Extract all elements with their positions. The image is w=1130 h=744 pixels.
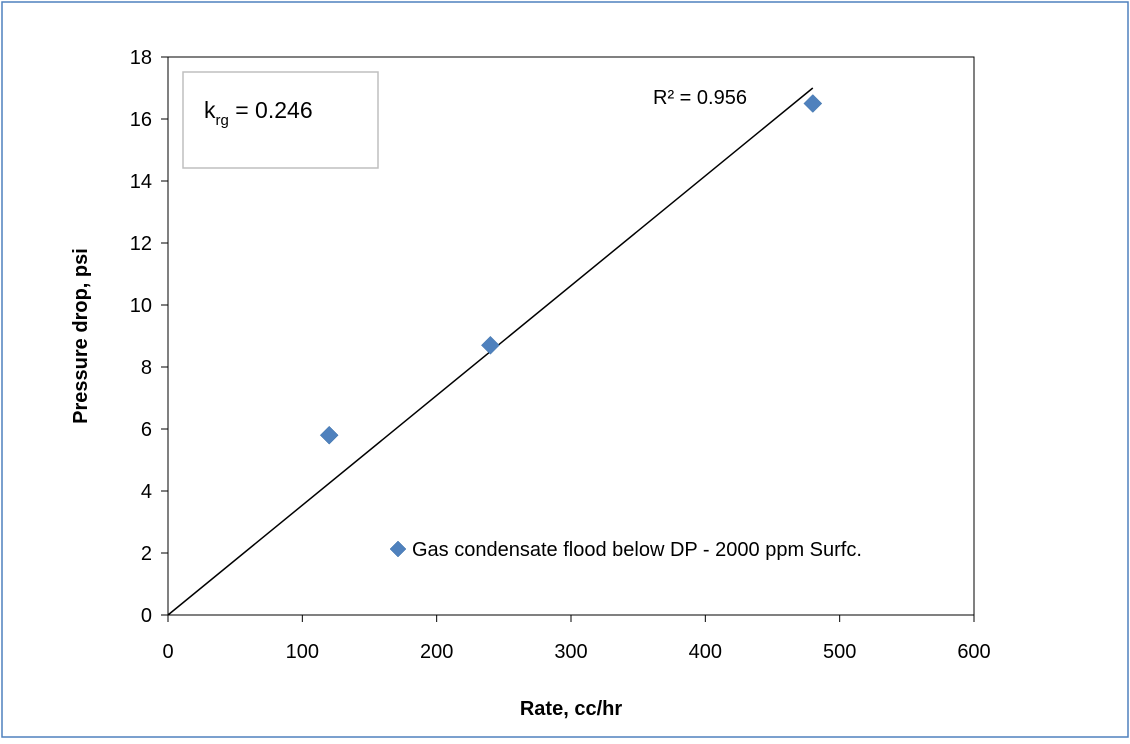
x-tick-label: 400 (689, 641, 722, 663)
data-point-diamond (803, 94, 823, 113)
r-squared-label: R² = 0.956 (653, 87, 747, 109)
x-axis-title: Rate, cc/hr (520, 698, 622, 720)
y-tick-label: 16 (130, 109, 152, 131)
x-axis-ticks: 0 100 200 300 400 500 600 (162, 615, 991, 663)
y-tick-label: 0 (141, 605, 152, 627)
y-tick-label: 2 (141, 543, 152, 565)
y-tick-label: 6 (141, 419, 152, 441)
annotation-symbol: k (204, 97, 216, 123)
x-tick-label: 300 (554, 641, 587, 663)
data-point-diamond (319, 425, 339, 445)
annotation-value: = 0.246 (229, 97, 313, 123)
y-tick-label: 8 (141, 357, 152, 379)
data-points (319, 94, 823, 445)
y-axis-title: Pressure drop, psi (70, 248, 92, 424)
annotation-text: krg = 0.246 (204, 97, 313, 129)
legend-marker-diamond (389, 540, 407, 558)
y-tick-label: 14 (130, 171, 152, 193)
y-tick-label: 10 (130, 295, 152, 317)
x-tick-label: 200 (420, 641, 453, 663)
annotation-box (182, 71, 379, 169)
x-tick-label: 500 (823, 641, 856, 663)
y-tick-label: 18 (130, 47, 152, 69)
legend: Gas condensate flood below DP - 2000 ppm… (389, 539, 862, 561)
data-point-diamond (481, 335, 500, 355)
y-axis-ticks: 0 2 4 6 8 10 12 14 16 18 (130, 47, 168, 627)
x-tick-label: 0 (162, 641, 173, 663)
annotation-subscript: rg (216, 112, 229, 129)
x-tick-label: 100 (286, 641, 319, 663)
y-tick-label: 12 (130, 233, 152, 255)
y-tick-label: 4 (141, 481, 152, 503)
legend-label: Gas condensate flood below DP - 2000 ppm… (412, 539, 862, 561)
x-tick-label: 600 (957, 641, 990, 663)
